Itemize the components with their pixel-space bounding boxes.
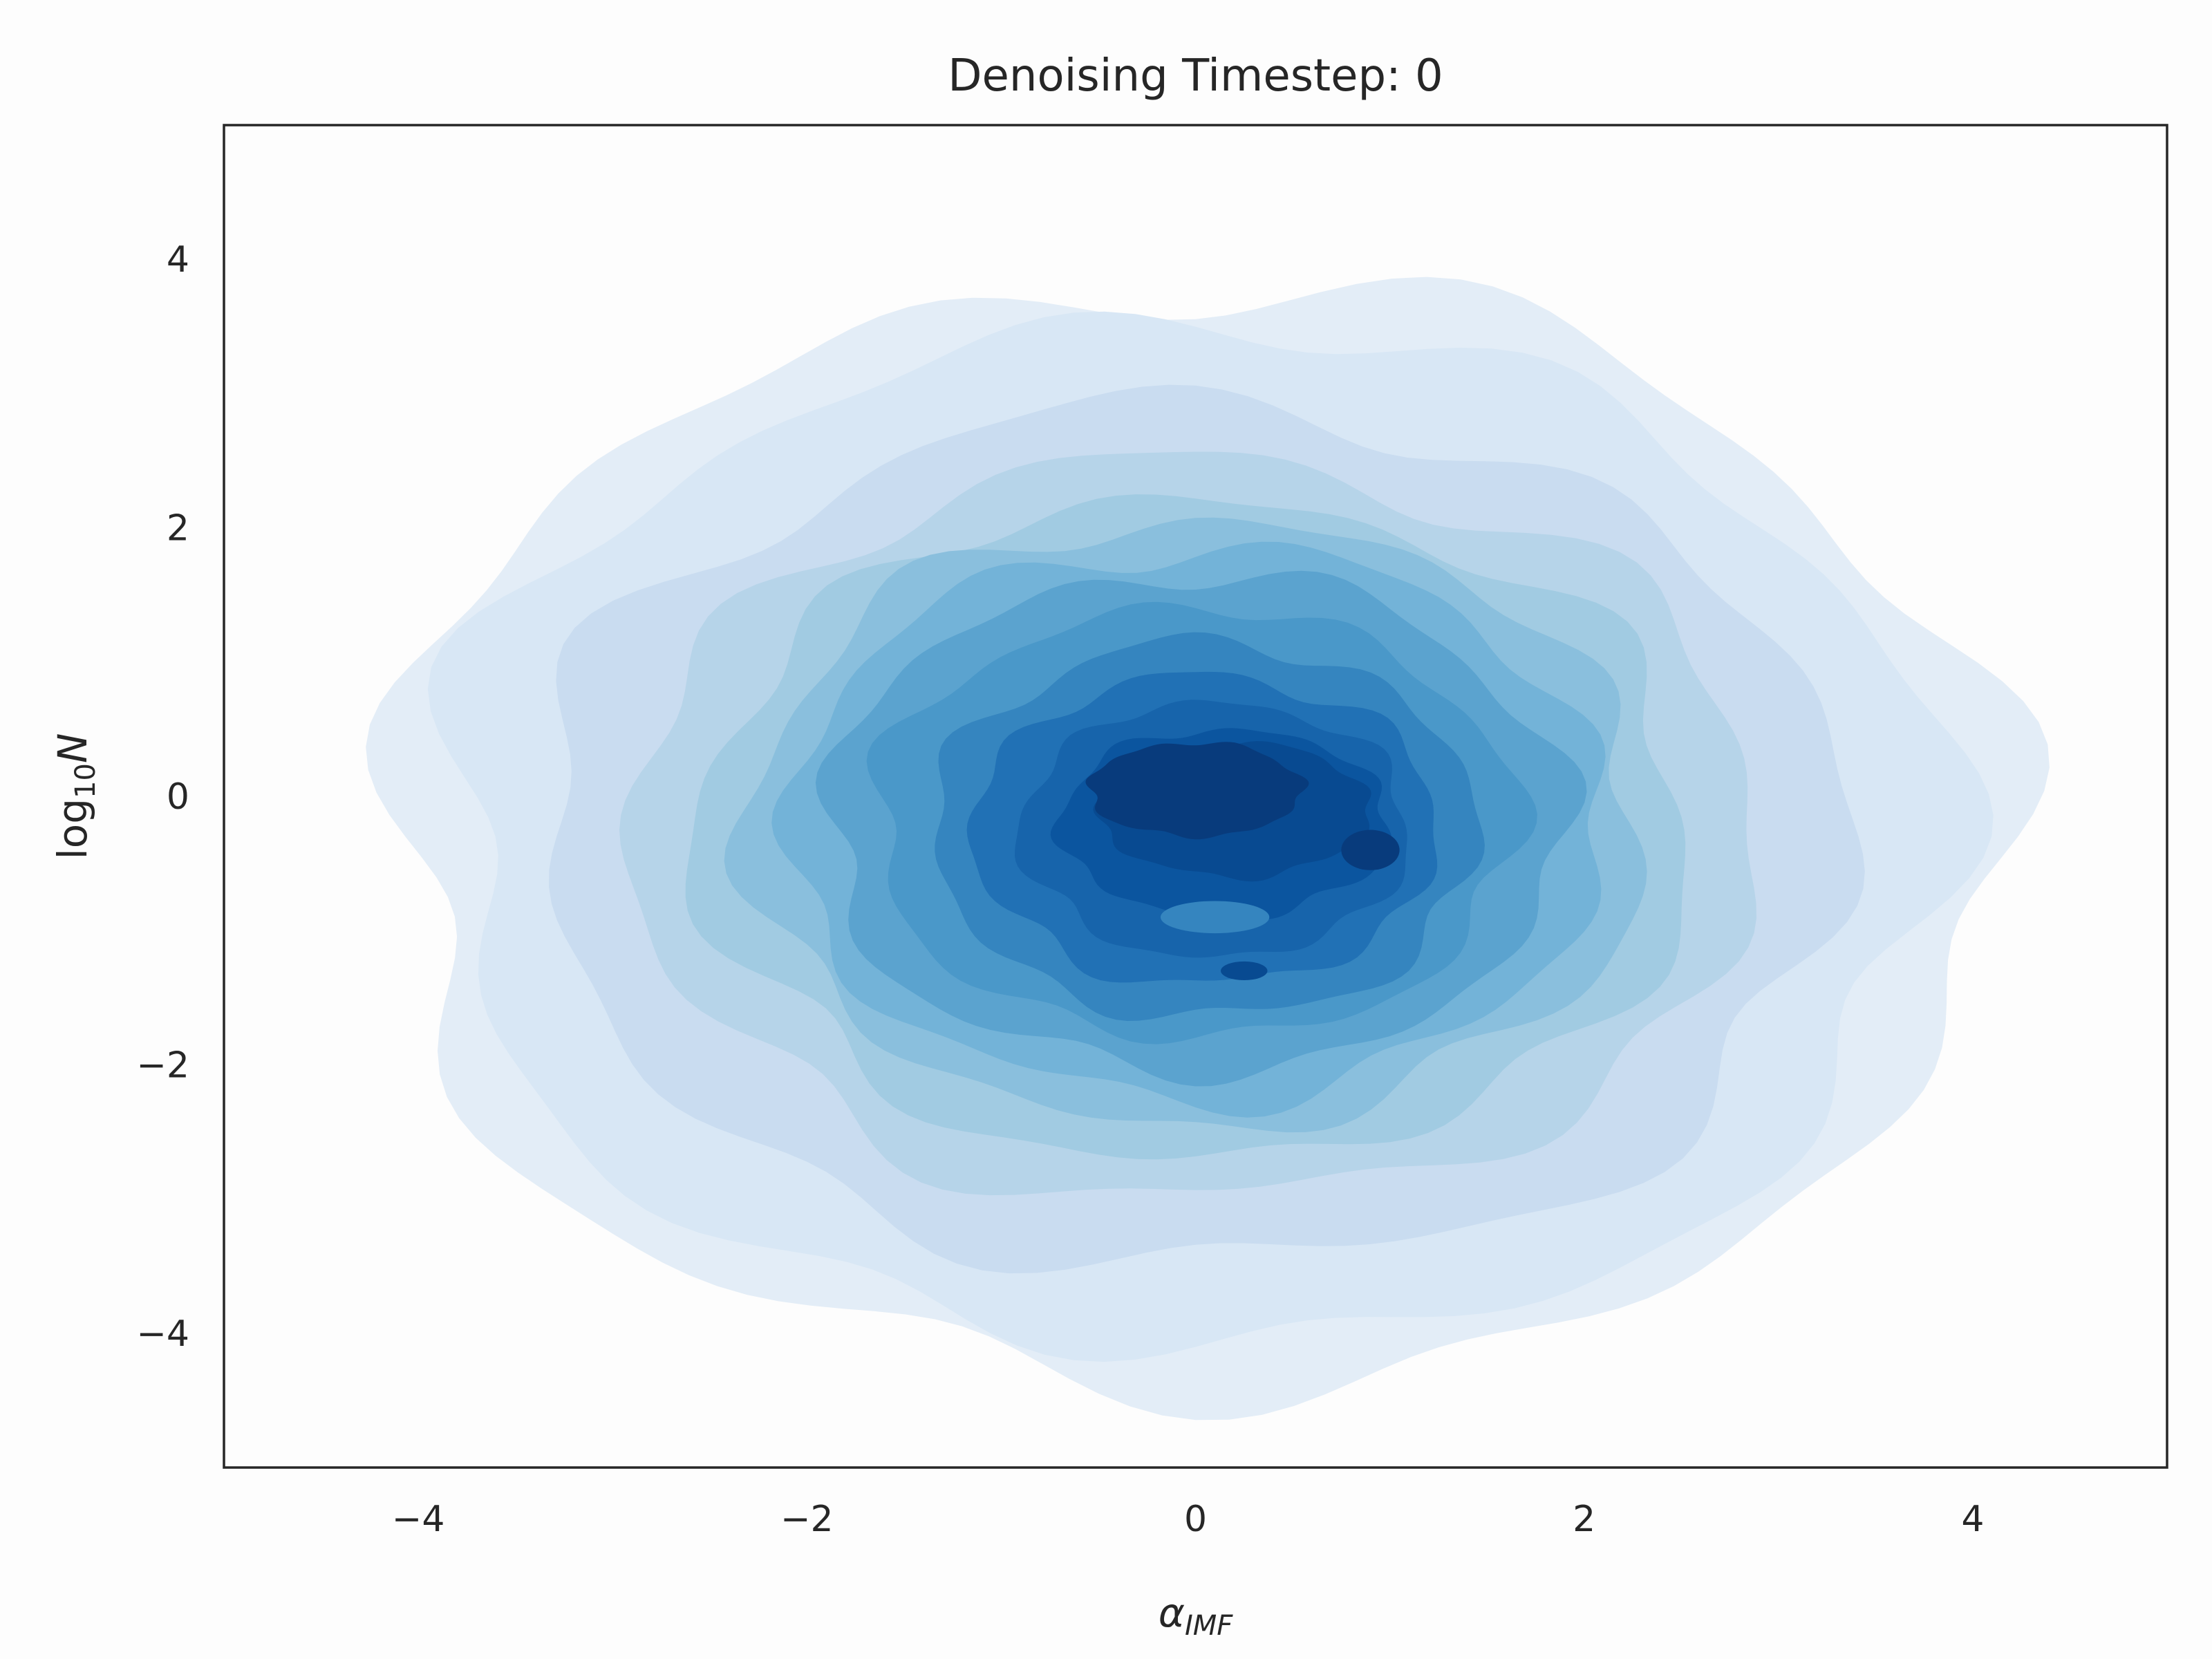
y-tick-label: −4 xyxy=(136,1313,189,1355)
contour-blob-2 xyxy=(1341,830,1400,870)
chart-title: Denoising Timestep: 0 xyxy=(948,50,1443,102)
x-tick-label: 4 xyxy=(1961,1499,1984,1540)
plot-frame xyxy=(223,124,2168,1469)
contour-group xyxy=(366,276,2050,1421)
x-tick-label: 2 xyxy=(1573,1499,1595,1540)
y-tick-label: 4 xyxy=(167,239,189,281)
x-axis-ticks: −4 −2 0 2 4 xyxy=(392,1499,1985,1540)
contour-level-15 xyxy=(1085,742,1309,840)
y-axis-ticks: −4 −2 0 2 4 xyxy=(136,239,189,1355)
contour-blob-1 xyxy=(1160,901,1270,934)
x-axis-label: αIMF xyxy=(1159,1589,1234,1642)
contour-blob-3 xyxy=(1221,961,1268,981)
x-axis-label-main: α xyxy=(1159,1589,1185,1636)
y-axis-label: log10N xyxy=(49,733,102,860)
x-tick-label: 0 xyxy=(1184,1499,1207,1540)
y-axis-label-var: N xyxy=(49,733,96,763)
x-axis-label-sub: IMF xyxy=(1185,1610,1233,1642)
y-axis-label-main: log xyxy=(49,798,96,859)
y-tick-label: 0 xyxy=(167,776,189,818)
x-tick-label: −4 xyxy=(392,1499,445,1540)
x-tick-label: −2 xyxy=(780,1499,834,1540)
y-axis-label-sub: 10 xyxy=(70,763,102,798)
y-tick-label: −2 xyxy=(136,1044,189,1086)
y-tick-label: 2 xyxy=(167,508,189,550)
